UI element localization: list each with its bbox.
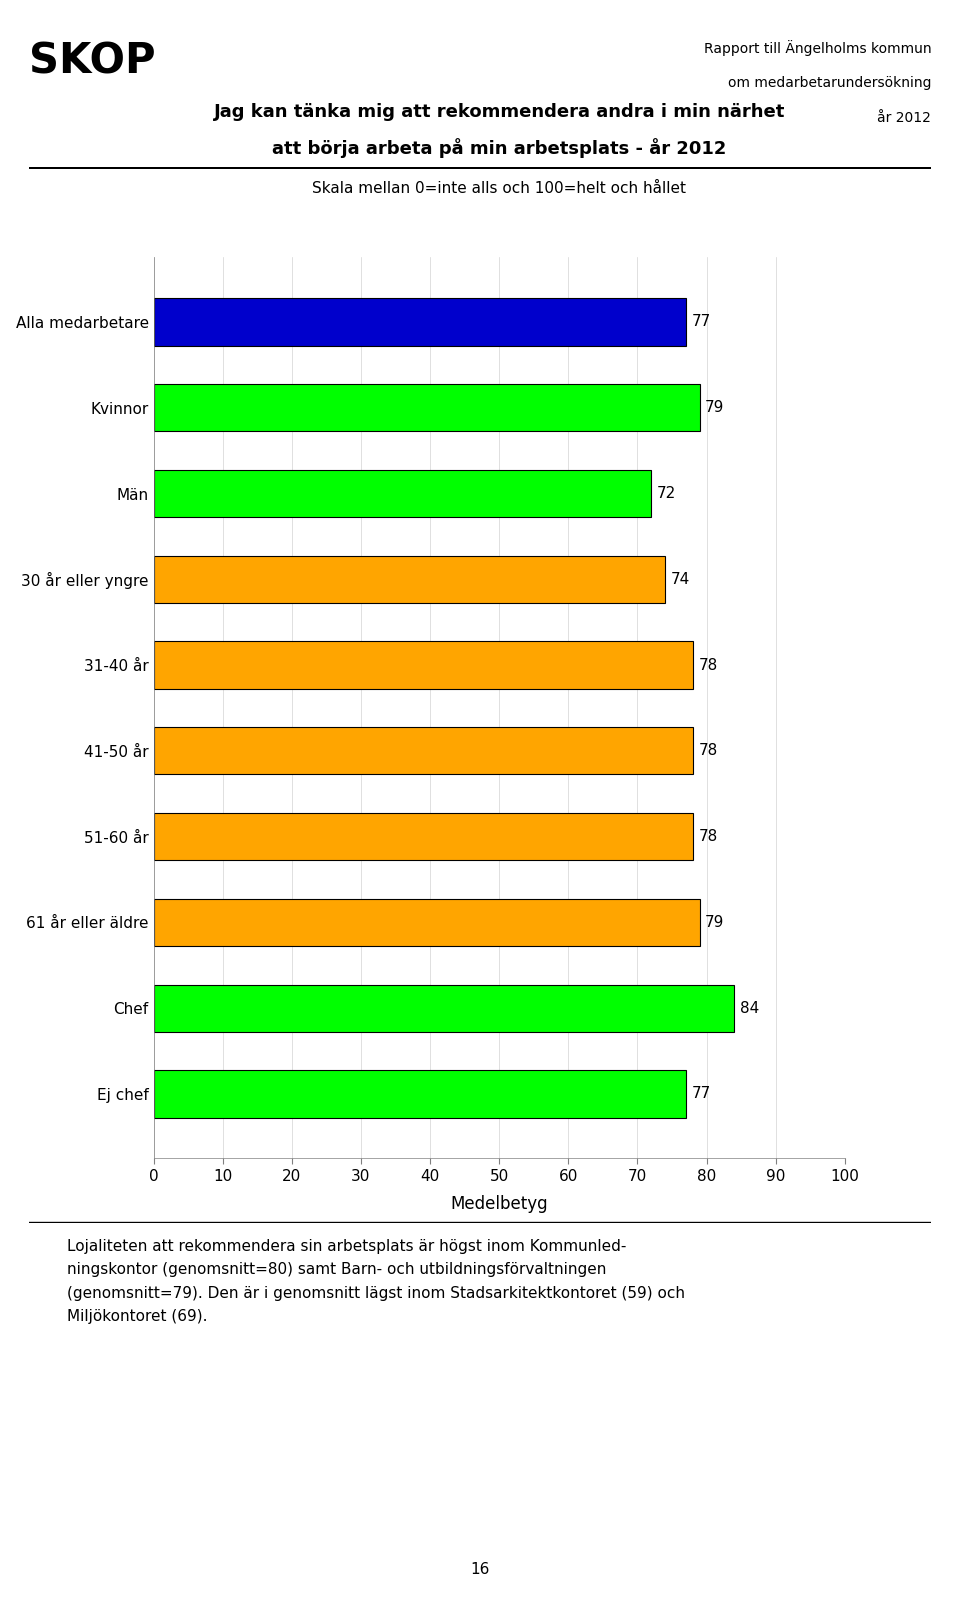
Text: 79: 79 (706, 916, 725, 930)
Bar (154, 385, 700, 431)
Text: år 2012: år 2012 (877, 111, 931, 126)
Text: om medarbetarundersökning: om medarbetarundersökning (728, 76, 931, 90)
Text: att börja arbeta på min arbetsplats - år 2012: att börja arbeta på min arbetsplats - år… (272, 138, 727, 158)
Bar (154, 1070, 685, 1118)
Text: 16: 16 (470, 1562, 490, 1577)
Bar (154, 813, 693, 861)
Bar (154, 298, 685, 346)
Text: 78: 78 (698, 658, 717, 673)
Text: 77: 77 (691, 1086, 710, 1102)
Text: 84: 84 (740, 1001, 759, 1015)
Text: SKOP: SKOP (29, 40, 156, 82)
Bar (154, 470, 651, 516)
Text: Skala mellan 0=inte alls och 100=helt och hållet: Skala mellan 0=inte alls och 100=helt oc… (312, 182, 686, 196)
Text: 77: 77 (691, 314, 710, 330)
Text: 74: 74 (671, 571, 690, 587)
Text: Jag kan tänka mig att rekommendera andra i min närhet: Jag kan tänka mig att rekommendera andra… (213, 103, 785, 121)
Text: 78: 78 (698, 829, 717, 845)
Text: 79: 79 (706, 401, 725, 415)
Text: 78: 78 (698, 743, 717, 758)
Bar (154, 642, 693, 689)
Bar (154, 727, 693, 774)
Bar (154, 899, 700, 946)
Text: Lojaliteten att rekommendera sin arbetsplats är högst inom Kommunled-
ningskonto: Lojaliteten att rekommendera sin arbetsp… (67, 1239, 685, 1324)
Text: Rapport till Ängelholms kommun: Rapport till Ängelholms kommun (704, 40, 931, 56)
X-axis label: Medelbetyg: Medelbetyg (450, 1195, 548, 1213)
Bar (154, 555, 665, 603)
Text: 72: 72 (657, 486, 676, 500)
Bar (154, 985, 734, 1031)
